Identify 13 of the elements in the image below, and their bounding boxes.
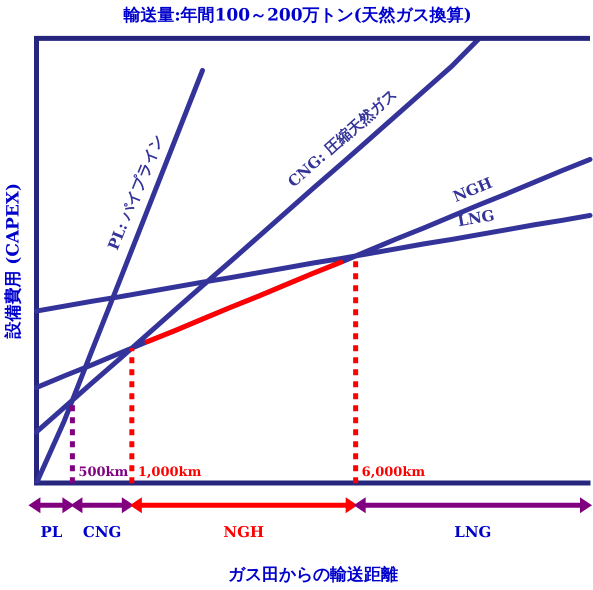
- text: NGH: [223, 523, 264, 542]
- chart-title: 輸送量:年間100～200万トン(天然ガス換算): [122, 6, 472, 26]
- text: PL: パイプライン: [104, 132, 167, 253]
- text: PL: [40, 523, 63, 542]
- text: LNG: [456, 206, 496, 230]
- annotation: 500km: [78, 465, 129, 480]
- x-axis-title: ガス田からの輸送距離: [228, 565, 398, 586]
- text: CNG: [82, 523, 122, 542]
- annotation: 6,000km: [362, 465, 426, 480]
- text: NGH: [450, 174, 495, 206]
- y-axis-title: 設備費用 (CAPEX): [4, 182, 24, 340]
- annotation: 1,000km: [138, 465, 202, 480]
- text: LNG: [454, 523, 492, 542]
